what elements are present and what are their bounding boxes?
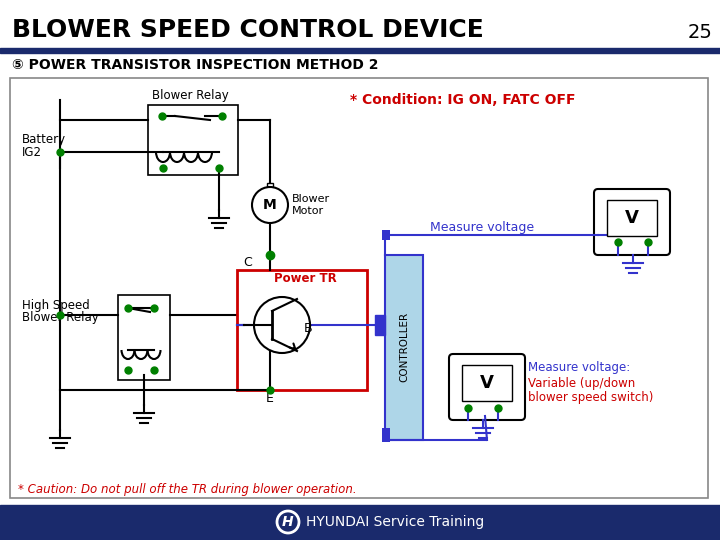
Bar — [382, 230, 390, 240]
Text: blower speed switch): blower speed switch) — [528, 392, 653, 404]
Text: 25: 25 — [688, 24, 712, 43]
Text: BLOWER SPEED CONTROL DEVICE: BLOWER SPEED CONTROL DEVICE — [12, 18, 484, 42]
Bar — [10, 78, 708, 498]
FancyBboxPatch shape — [594, 189, 670, 255]
Bar — [148, 105, 238, 175]
Bar — [375, 315, 385, 335]
Text: H: H — [282, 515, 294, 529]
Bar — [462, 365, 512, 401]
Text: V: V — [480, 374, 494, 392]
Text: C: C — [243, 256, 253, 269]
Text: * Caution: Do not pull off the TR during blower operation.: * Caution: Do not pull off the TR during… — [18, 483, 356, 496]
Circle shape — [254, 297, 310, 353]
Text: ⑤ POWER TRANSISTOR INSPECTION METHOD 2: ⑤ POWER TRANSISTOR INSPECTION METHOD 2 — [12, 58, 379, 72]
Circle shape — [252, 187, 288, 223]
Bar — [0, 48, 720, 53]
Text: V: V — [625, 209, 639, 227]
Text: IG2: IG2 — [22, 146, 42, 159]
FancyBboxPatch shape — [449, 354, 525, 420]
Text: Power TR: Power TR — [274, 272, 336, 285]
Text: High Speed: High Speed — [22, 299, 90, 312]
Bar — [382, 428, 390, 442]
Text: Blower Relay: Blower Relay — [152, 89, 228, 102]
Text: HYUNDAI Service Training: HYUNDAI Service Training — [306, 515, 485, 529]
Text: E: E — [266, 392, 274, 404]
Text: B: B — [304, 321, 312, 334]
Bar — [267, 183, 273, 190]
Text: Measure voltage: Measure voltage — [430, 221, 534, 234]
Text: M: M — [263, 198, 277, 212]
Text: Variable (up/down: Variable (up/down — [528, 376, 635, 389]
Text: Blower Relay: Blower Relay — [22, 312, 99, 325]
Text: Blower
Motor: Blower Motor — [292, 194, 330, 216]
Text: Battery: Battery — [22, 133, 66, 146]
Bar — [118, 295, 170, 380]
Bar — [385, 255, 423, 440]
Bar — [0, 505, 720, 540]
Text: Measure voltage:: Measure voltage: — [528, 361, 630, 375]
Text: CONTROLLER: CONTROLLER — [399, 312, 409, 382]
Bar — [607, 200, 657, 236]
Circle shape — [277, 511, 299, 533]
Bar — [237, 270, 367, 390]
Text: * Condition: IG ON, FATC OFF: * Condition: IG ON, FATC OFF — [350, 93, 575, 107]
